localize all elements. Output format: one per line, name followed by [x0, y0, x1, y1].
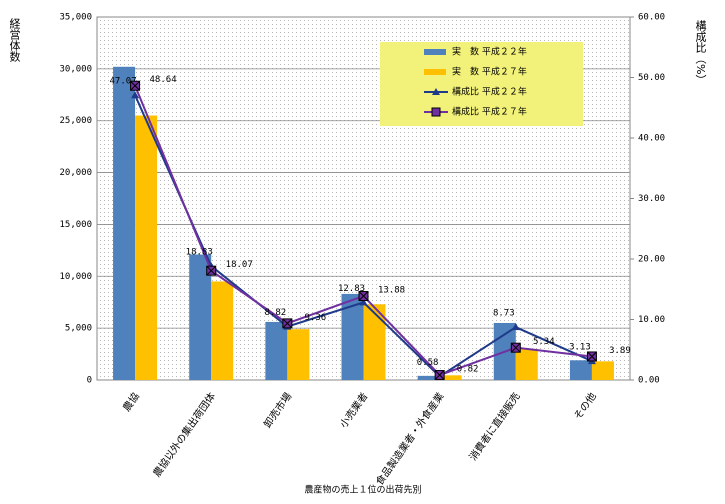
legend-swatch: [424, 69, 446, 75]
bar: [515, 348, 538, 380]
bar: [363, 304, 386, 380]
data-label: 9.36: [305, 313, 327, 323]
y-tick-label: 35,000: [59, 13, 92, 23]
data-label: 48.64: [150, 75, 177, 85]
legend-label: 実 数 平成２７年: [452, 66, 527, 78]
marker-x: [359, 291, 368, 301]
data-label: 13.88: [378, 286, 405, 296]
x-axis-label: 農産物の売上１位の出荷先別: [304, 484, 421, 496]
bar: [135, 115, 158, 381]
data-label: 0.82: [457, 365, 479, 375]
x-tick-label: 食品製造業者・外食産業: [373, 390, 447, 488]
legend-label: 構成比 平成２７年: [452, 106, 527, 118]
legend: [380, 42, 583, 126]
y2-tick-label: 40.00: [638, 134, 665, 144]
marker-x: [283, 319, 292, 328]
y-tick-label: 30,000: [59, 64, 92, 74]
data-label: 8.73: [493, 309, 515, 319]
y2-tick-label: 20.00: [638, 255, 665, 265]
y-tick-label: 20,000: [59, 168, 92, 178]
marker: [359, 298, 368, 306]
legend-swatch: [424, 49, 446, 55]
x-tick-label: 消費者に直接販売: [466, 390, 523, 463]
legend-marker: [432, 88, 440, 95]
y-tick-label: 15,000: [59, 220, 92, 230]
data-label: 8.82: [265, 308, 287, 318]
y-tick-label: 0: [87, 376, 92, 386]
bar: [265, 321, 288, 380]
bar: [439, 375, 462, 380]
data-label: 5.34: [533, 337, 555, 347]
marker: [131, 91, 140, 99]
y-tick-label: 25,000: [59, 116, 92, 126]
bar: [417, 375, 440, 380]
y2-tick-label: 0.00: [638, 376, 660, 386]
data-label: 12.83: [338, 284, 365, 294]
legend-label: 実 数 平成２２年: [452, 46, 527, 58]
marker-x: [206, 266, 216, 276]
x-tick-label: その他: [571, 390, 599, 422]
marker-x: [130, 81, 140, 91]
legend-marker: [431, 107, 441, 117]
data-label: 3.89: [609, 346, 631, 356]
y2-tick-label: 10.00: [638, 315, 665, 325]
x-tick-label: 小売業者: [337, 390, 371, 430]
data-label: 0.58: [417, 358, 439, 368]
y2-tick-label: 30.00: [638, 194, 665, 204]
marker: [511, 323, 520, 331]
x-tick-label: 農協以外の集出荷団体: [150, 390, 218, 479]
bar: [189, 254, 212, 380]
marker-x: [587, 352, 597, 361]
data-label: 18.07: [226, 260, 253, 270]
data-label: 18.83: [186, 248, 213, 258]
y2-axis-label: 構成比（%）: [694, 20, 707, 86]
bar: [591, 361, 614, 380]
bar: [211, 281, 234, 380]
marker-x: [511, 343, 521, 353]
y2-tick-label: 50.00: [638, 73, 665, 83]
y-axis-label: 経営体数: [8, 18, 21, 63]
bar: [287, 329, 310, 380]
data-label: 47.07: [110, 77, 137, 87]
marker-x: [435, 370, 444, 380]
legend-label: 構成比 平成２２年: [452, 86, 527, 98]
x-tick-label: 卸売市場: [261, 390, 295, 430]
bar: [113, 66, 136, 380]
x-tick-label: 農協: [120, 390, 142, 414]
y-tick-label: 5,000: [65, 324, 92, 334]
bar: [569, 360, 592, 380]
bar: [341, 293, 364, 380]
y-tick-label: 10,000: [59, 272, 92, 282]
data-label: 3.13: [569, 343, 591, 353]
y2-tick-label: 60.00: [638, 13, 665, 23]
